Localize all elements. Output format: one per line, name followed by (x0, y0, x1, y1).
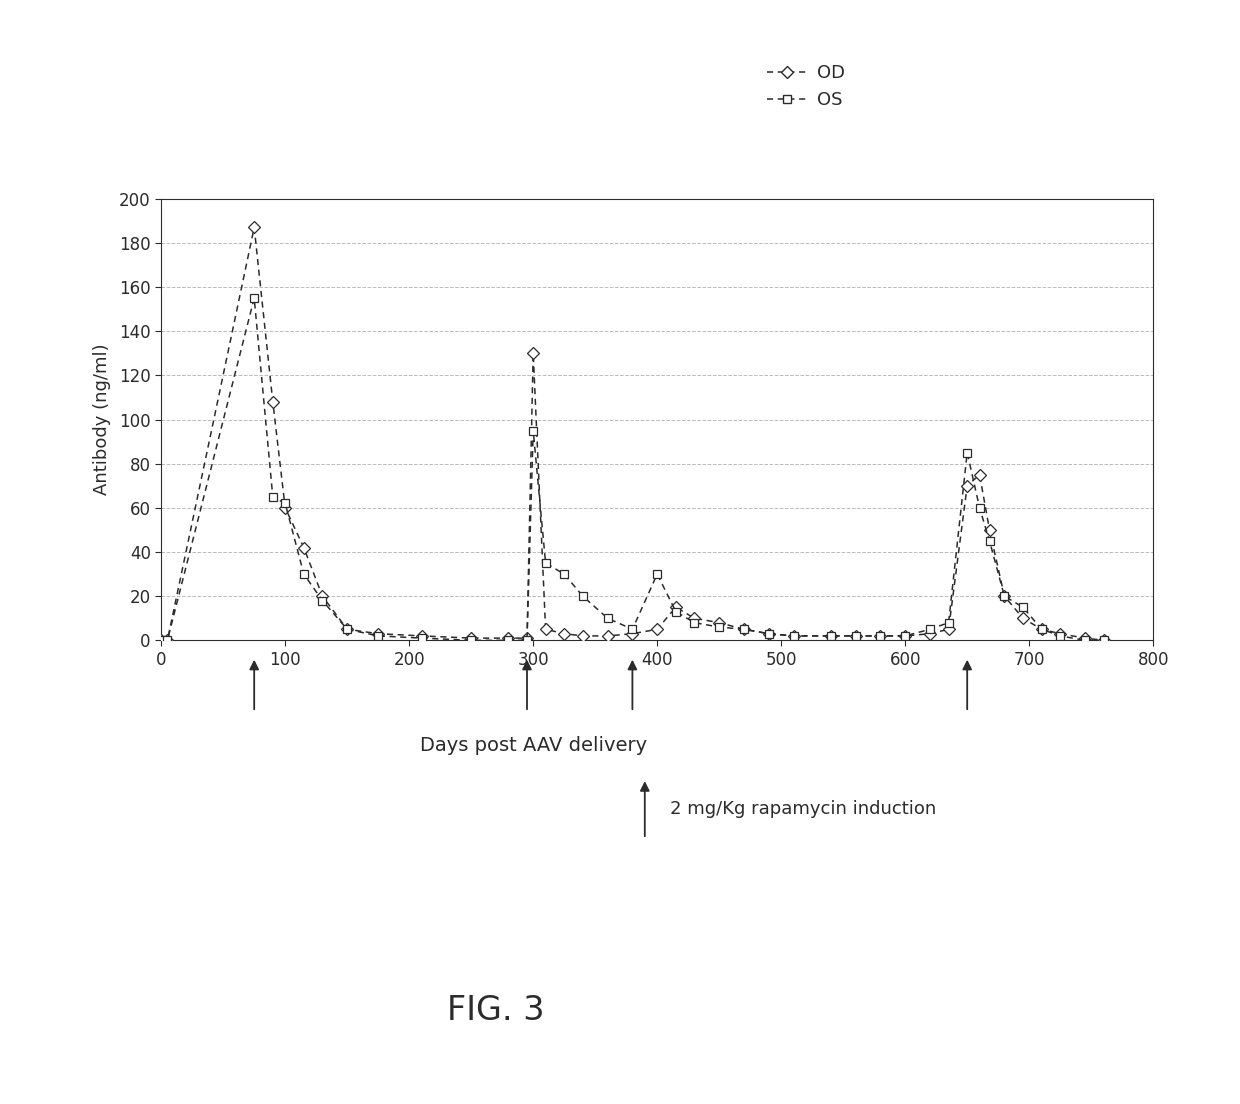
OS (941, 616, 956, 629)
OS (1016, 601, 1030, 614)
OD (296, 541, 311, 554)
OD (786, 629, 801, 643)
OS (650, 567, 665, 581)
OD (557, 627, 572, 640)
Y-axis label: Antibody (ng/ml): Antibody (ng/ml) (93, 343, 110, 496)
OS (278, 497, 293, 510)
OS (848, 629, 863, 643)
OD (154, 634, 169, 647)
OS (668, 605, 683, 618)
OS (575, 590, 590, 603)
OD (923, 627, 937, 640)
OD (464, 631, 479, 645)
OS (982, 534, 997, 548)
OS (972, 501, 987, 514)
OS (923, 623, 937, 636)
OD (600, 629, 615, 643)
OD (848, 629, 863, 643)
OD (160, 634, 175, 647)
OD (650, 623, 665, 636)
OS (247, 291, 262, 305)
OS (296, 567, 311, 581)
Text: FIG. 3: FIG. 3 (448, 994, 544, 1027)
OS (501, 634, 516, 647)
OS (464, 634, 479, 647)
Legend: OD, OS: OD, OS (766, 64, 846, 109)
OS (1096, 634, 1111, 647)
OD (501, 631, 516, 645)
OS (557, 567, 572, 581)
OS (315, 594, 330, 607)
OS (786, 629, 801, 643)
OD (1053, 627, 1068, 640)
OD (265, 395, 280, 408)
OS (538, 556, 553, 570)
OD (526, 347, 541, 360)
Text: Days post AAV delivery: Days post AAV delivery (419, 735, 647, 755)
OS (340, 623, 355, 636)
OD (972, 468, 987, 481)
OD (625, 627, 640, 640)
OS (960, 446, 975, 459)
OD (1016, 612, 1030, 625)
OS (873, 629, 888, 643)
OD (247, 221, 262, 234)
OS (687, 616, 702, 629)
OD (1078, 631, 1092, 645)
OD (687, 612, 702, 625)
OD (997, 590, 1012, 603)
OD (1096, 634, 1111, 647)
OD (520, 631, 534, 645)
OS (712, 620, 727, 634)
OD (538, 623, 553, 636)
OD (823, 629, 838, 643)
OD (712, 616, 727, 629)
OD (982, 523, 997, 537)
OS (526, 424, 541, 437)
OD (960, 479, 975, 492)
OS (160, 634, 175, 647)
OS (600, 612, 615, 625)
OS (520, 634, 534, 647)
Line: OS: OS (157, 294, 1107, 645)
OS (1053, 629, 1068, 643)
OD (371, 627, 386, 640)
OD (278, 501, 293, 514)
Line: OD: OD (157, 223, 1107, 645)
OD (941, 623, 956, 636)
OD (1034, 623, 1049, 636)
OD (737, 623, 751, 636)
OD (873, 629, 888, 643)
Text: 2 mg/Kg rapamycin induction: 2 mg/Kg rapamycin induction (670, 799, 936, 818)
OD (668, 601, 683, 614)
OD (898, 629, 913, 643)
OD (575, 629, 590, 643)
OS (761, 627, 776, 640)
OD (761, 627, 776, 640)
OS (997, 590, 1012, 603)
OD (414, 629, 429, 643)
OD (340, 623, 355, 636)
OS (737, 623, 751, 636)
OS (823, 629, 838, 643)
OD (315, 590, 330, 603)
OS (154, 634, 169, 647)
OS (1078, 634, 1092, 647)
OS (414, 631, 429, 645)
OS (265, 490, 280, 503)
OS (625, 623, 640, 636)
OS (1034, 623, 1049, 636)
OS (898, 629, 913, 643)
OS (371, 629, 386, 643)
